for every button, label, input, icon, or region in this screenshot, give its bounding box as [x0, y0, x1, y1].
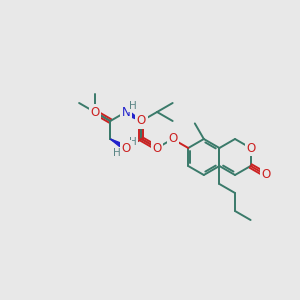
Text: N: N — [122, 106, 130, 118]
Polygon shape — [110, 139, 127, 150]
Text: O: O — [137, 115, 146, 128]
Polygon shape — [124, 110, 142, 121]
Text: H: H — [129, 137, 137, 147]
Text: O: O — [262, 169, 271, 182]
Text: H: H — [113, 148, 121, 158]
Text: O: O — [121, 142, 130, 154]
Text: O: O — [90, 106, 99, 118]
Text: O: O — [246, 142, 255, 154]
Text: O: O — [152, 142, 162, 154]
Text: H: H — [129, 101, 137, 111]
Text: O: O — [168, 133, 177, 146]
Text: N: N — [122, 142, 130, 154]
